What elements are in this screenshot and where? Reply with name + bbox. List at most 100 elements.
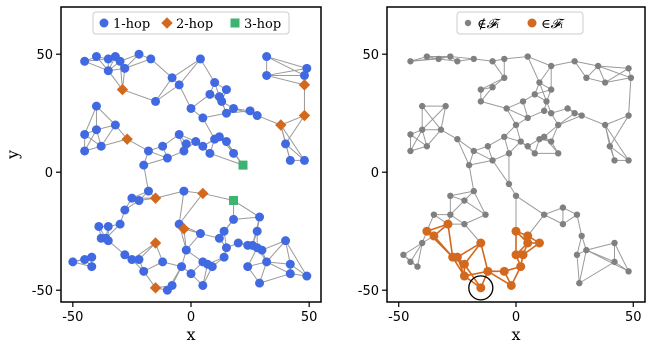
graph-edge — [515, 195, 545, 216]
point-not-in-set — [489, 157, 496, 164]
point-1-hop — [221, 85, 231, 95]
point-1-hop — [198, 113, 208, 123]
point-2-hop — [197, 187, 209, 200]
point-not-in-set — [543, 98, 550, 105]
point-not-in-set — [470, 147, 477, 155]
point-1-hop — [110, 120, 120, 130]
point-not-in-set — [430, 211, 438, 218]
point-2-hop — [149, 192, 162, 204]
point-1-hop — [214, 92, 224, 102]
graph-edge — [178, 193, 204, 225]
point-1-hop — [205, 89, 215, 99]
graph-edge — [266, 56, 305, 76]
point-not-in-set — [627, 74, 635, 82]
point-not-in-set — [625, 112, 632, 119]
point-not-in-set — [442, 102, 449, 110]
graph-edge — [457, 138, 475, 152]
graph-edge — [543, 214, 564, 225]
point-not-in-set — [611, 157, 618, 164]
graph-edge — [150, 58, 173, 79]
point-not-in-set — [461, 197, 468, 204]
graph-edge — [628, 77, 632, 116]
point-not-in-set — [536, 79, 543, 86]
point-1-hop — [243, 262, 253, 272]
graph-edge — [403, 242, 423, 256]
point-not-in-set — [418, 239, 426, 247]
point-not-in-set — [400, 251, 407, 258]
point-1-hop — [162, 285, 172, 295]
graph-edge — [171, 58, 201, 79]
point-not-in-set — [547, 138, 555, 145]
point-1-hop — [120, 205, 130, 215]
point-1-hop — [214, 132, 224, 142]
x-axis-label-right: x — [511, 325, 520, 344]
point-2-hop — [298, 109, 311, 122]
point-1-hop — [96, 233, 106, 243]
point-1-hop — [103, 221, 113, 231]
point-1-hop — [219, 226, 229, 236]
point-1-hop — [127, 255, 137, 265]
point-in-set — [429, 231, 439, 241]
legend-box — [92, 11, 290, 35]
graph-edge — [574, 60, 599, 67]
graph-edge — [473, 190, 486, 215]
y-tick-label: 50 — [36, 48, 53, 63]
graph-edge-in-set — [447, 224, 454, 258]
point-not-in-set — [606, 143, 614, 150]
point-not-in-set — [519, 98, 527, 105]
graph-edge — [579, 261, 615, 284]
graph-edge — [410, 134, 428, 147]
point-1-hop — [214, 233, 224, 243]
graph-edge — [581, 115, 606, 126]
point-not-in-set — [540, 107, 548, 115]
legend-label: 3-hop — [244, 17, 281, 32]
point-1-hop — [205, 148, 215, 158]
graph-edge — [456, 138, 470, 166]
point-1-hop — [151, 96, 161, 106]
y-tick-label: 0 — [45, 166, 53, 181]
point-1-hop — [167, 73, 177, 83]
point-in-set — [516, 262, 526, 272]
point-2-hop — [116, 83, 129, 96]
point-not-in-set — [454, 58, 461, 65]
point-2-hop — [149, 237, 162, 249]
y-tick-label: -50 — [358, 284, 379, 299]
graph-edge — [598, 65, 629, 69]
point-not-in-set — [531, 91, 538, 98]
point-1-hop — [299, 70, 309, 80]
point-not-in-set — [571, 58, 578, 65]
point-in-set — [523, 231, 533, 241]
point-1-hop — [195, 54, 205, 64]
point-1-hop — [221, 243, 231, 253]
point-2-hop — [149, 282, 162, 294]
graph-edge — [266, 240, 286, 263]
point-1-hop — [181, 245, 191, 255]
graph-edge — [417, 242, 423, 267]
graph-edge — [285, 115, 305, 145]
point-1-hop — [186, 103, 196, 113]
point-1-hop — [219, 252, 229, 262]
graph-edge — [574, 60, 587, 79]
point-not-in-set — [501, 55, 508, 63]
point-not-in-set — [501, 133, 508, 140]
point-not-in-set — [601, 121, 609, 129]
point-1-hop — [203, 259, 213, 269]
graph-edge — [480, 77, 505, 91]
graph-edge — [178, 58, 201, 86]
graph-edge — [449, 200, 465, 216]
point-not-in-set — [611, 239, 618, 247]
graph-edge — [122, 89, 156, 102]
graph-edge-in-set — [463, 263, 482, 289]
point-not-in-set — [465, 161, 473, 169]
ticks-right: -50 0 50 -50 0 50 — [358, 48, 642, 325]
point-not-in-set — [407, 131, 414, 138]
point-not-in-set — [559, 220, 567, 228]
point-in-set — [511, 226, 521, 236]
point-not-in-set — [447, 53, 454, 60]
point-1-hop — [262, 70, 272, 80]
graph-edge — [504, 56, 528, 60]
graph-edge — [604, 124, 615, 161]
legend-label: ∉𝓕ᵢ — [477, 17, 501, 32]
point-1-hop — [191, 137, 201, 147]
